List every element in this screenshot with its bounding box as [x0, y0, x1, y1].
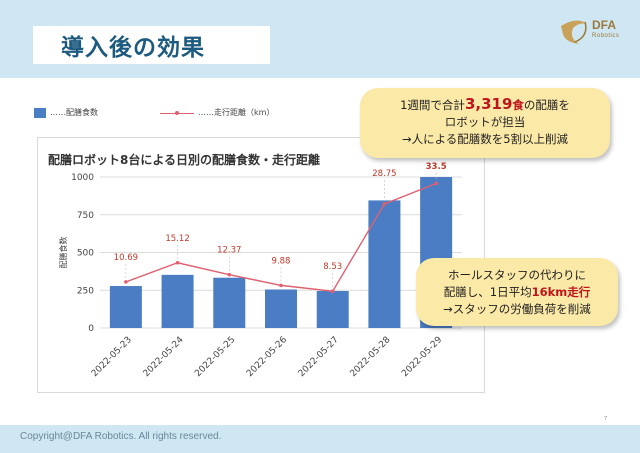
callout1-line2: ロボットが担当: [444, 115, 526, 129]
dfa-logo-icon: [561, 20, 587, 44]
chart-title: 配膳ロボット8台による日別の配膳食数・走行距離: [48, 153, 320, 167]
callout2-line1: ホールスタッフの代わりに: [448, 268, 586, 282]
callout2-line3: →スタッフの労働負荷を削減: [443, 302, 591, 316]
legend-bar-label: ……配膳食数: [50, 108, 98, 117]
callout1-l1-post: の配膳を: [523, 98, 570, 112]
legend-line-label: ……走行距離（km）: [198, 108, 275, 117]
callout2-highlight: 16km走行: [531, 285, 591, 299]
footer-band: Copyright@DFA Robotics. All rights reser…: [0, 425, 640, 453]
footer-copyright: Copyright@DFA Robotics. All rights reser…: [20, 431, 222, 442]
callout2-l2-pre: 配膳し、1日平均: [443, 285, 532, 299]
page-number: 7: [604, 416, 608, 422]
legend-line-swatch: [160, 108, 194, 118]
slide-title-box: 導入後の効果: [33, 26, 270, 64]
chart-panel: [37, 137, 485, 393]
chart-legend: ……配膳食数 ……走行距離（km）: [34, 107, 274, 118]
callout1-line3: →人による配膳数を5割以上削減: [401, 132, 569, 146]
callout1-l1-pre: 1週間で合計: [400, 98, 465, 112]
logo-sub: Robotics: [592, 33, 620, 39]
callout1-unit: 食: [512, 98, 524, 112]
legend-bar-swatch: [34, 107, 46, 118]
logo-name: DFA: [592, 18, 616, 32]
slide-title: 導入後の効果: [61, 35, 205, 61]
callout-distance: ホールスタッフの代わりに 配膳し、1日平均16km走行 →スタッフの労働負荷を削…: [416, 258, 618, 326]
callout-total-meals: 1週間で合計3,319食の配膳を ロボットが担当 →人による配膳数を5割以上削減: [360, 88, 610, 158]
callout1-number: 3,319: [464, 95, 513, 113]
